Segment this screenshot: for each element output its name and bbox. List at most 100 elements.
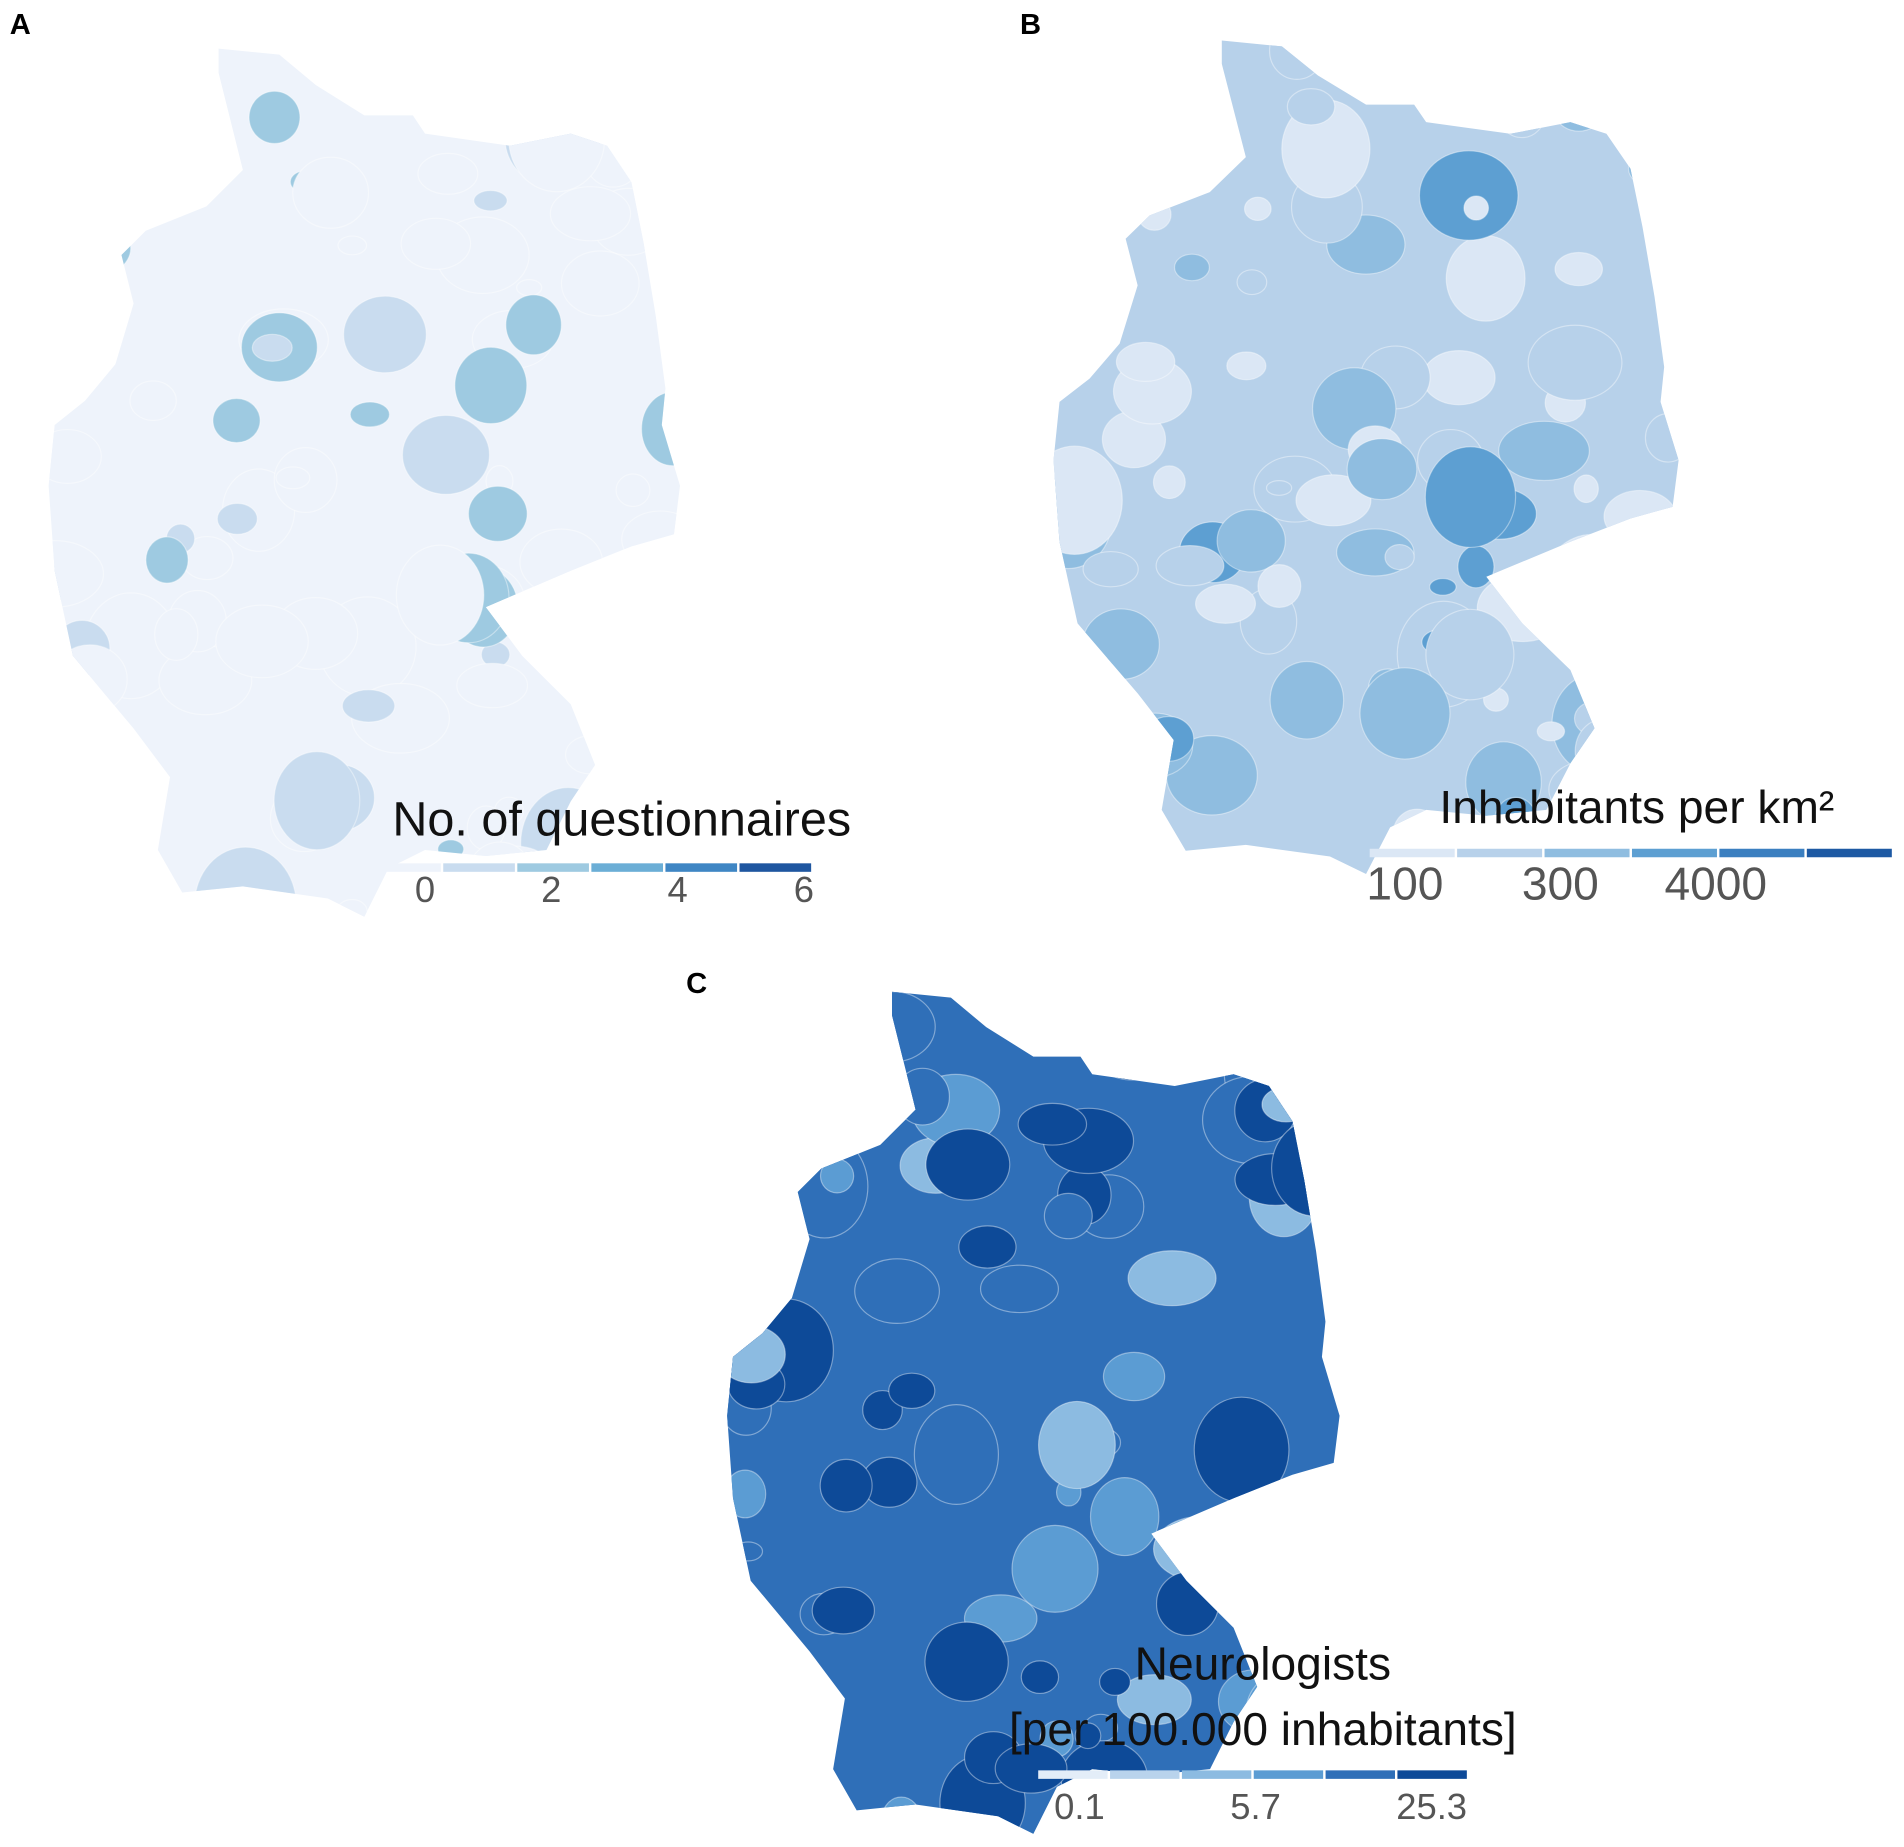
district bbox=[560, 250, 640, 317]
district bbox=[56, 156, 88, 178]
district bbox=[1226, 351, 1267, 381]
district bbox=[292, 156, 370, 229]
district bbox=[881, 1796, 922, 1834]
district bbox=[48, 893, 77, 917]
district bbox=[1082, 550, 1139, 588]
district bbox=[621, 510, 681, 569]
district bbox=[1020, 1660, 1060, 1695]
district bbox=[612, 48, 648, 61]
legend-title: No. of questionnaires bbox=[392, 792, 851, 846]
district bbox=[1109, 117, 1167, 160]
district bbox=[1603, 489, 1677, 544]
district bbox=[516, 278, 543, 297]
district bbox=[248, 90, 301, 145]
district bbox=[1220, 1542, 1301, 1623]
district bbox=[1074, 1722, 1102, 1750]
district bbox=[1152, 1515, 1250, 1582]
district bbox=[48, 48, 81, 76]
district bbox=[1193, 1396, 1290, 1504]
district bbox=[1554, 251, 1604, 287]
district bbox=[1295, 474, 1372, 527]
district bbox=[129, 380, 177, 422]
district bbox=[733, 1541, 764, 1562]
district bbox=[1145, 991, 1196, 1016]
legend-swatch bbox=[665, 863, 738, 872]
district bbox=[349, 401, 391, 428]
district bbox=[1182, 991, 1263, 1021]
legend-swatch bbox=[369, 863, 441, 872]
district bbox=[48, 217, 132, 280]
district bbox=[1551, 673, 1640, 775]
district bbox=[1143, 715, 1195, 762]
district bbox=[1243, 1490, 1322, 1554]
district bbox=[1089, 1477, 1160, 1557]
district bbox=[215, 604, 309, 679]
district bbox=[1573, 700, 1616, 737]
district bbox=[1320, 1810, 1340, 1834]
district bbox=[337, 235, 368, 256]
district bbox=[1264, 1546, 1340, 1629]
district bbox=[401, 414, 491, 495]
district bbox=[395, 544, 485, 646]
district bbox=[1346, 438, 1418, 501]
district bbox=[1384, 543, 1415, 571]
legend-swatch bbox=[1181, 1770, 1252, 1779]
district bbox=[613, 729, 649, 770]
district bbox=[1137, 198, 1172, 231]
district bbox=[895, 1067, 950, 1126]
district bbox=[1429, 577, 1457, 596]
district bbox=[819, 1158, 855, 1194]
legend-swatch bbox=[739, 863, 812, 872]
district bbox=[48, 166, 112, 231]
district bbox=[1259, 1598, 1285, 1615]
district bbox=[1265, 480, 1293, 496]
legend-swatch bbox=[1369, 848, 1455, 858]
district bbox=[640, 391, 681, 467]
legend-swatch bbox=[1397, 1770, 1467, 1779]
district bbox=[251, 333, 293, 362]
district bbox=[1203, 991, 1291, 1061]
district bbox=[132, 94, 180, 139]
district bbox=[48, 669, 101, 752]
district bbox=[727, 1756, 773, 1834]
district bbox=[819, 1458, 873, 1513]
district bbox=[519, 528, 604, 596]
legend-title: [per 100.000 inhabitants] bbox=[1009, 1703, 1517, 1755]
district bbox=[615, 473, 651, 508]
district bbox=[994, 1743, 1068, 1794]
district bbox=[1055, 93, 1089, 124]
district bbox=[1257, 564, 1302, 608]
district bbox=[336, 898, 368, 917]
district bbox=[1572, 554, 1628, 600]
district bbox=[1424, 446, 1517, 548]
district bbox=[925, 1128, 1011, 1201]
district bbox=[1011, 1524, 1099, 1613]
district bbox=[1053, 445, 1123, 556]
district bbox=[273, 750, 361, 851]
legend-swatch bbox=[1253, 1770, 1324, 1779]
legend-swatch bbox=[517, 863, 589, 872]
district bbox=[1116, 1802, 1157, 1833]
district bbox=[564, 735, 616, 775]
district bbox=[1017, 1102, 1088, 1146]
district bbox=[454, 346, 528, 425]
map bbox=[1053, 40, 1679, 875]
district bbox=[727, 1196, 790, 1240]
district bbox=[776, 1667, 813, 1699]
district bbox=[1102, 1351, 1166, 1402]
legend-tick-label: 300 bbox=[1522, 858, 1599, 910]
district bbox=[194, 846, 297, 917]
district bbox=[1418, 150, 1519, 241]
district bbox=[1155, 1571, 1220, 1637]
legend-swatch bbox=[1544, 848, 1630, 858]
district bbox=[1117, 157, 1147, 182]
panel-label: C bbox=[686, 968, 707, 1000]
district bbox=[48, 539, 105, 608]
district bbox=[549, 186, 632, 242]
district bbox=[1644, 413, 1679, 463]
district bbox=[979, 1264, 1059, 1314]
district bbox=[1498, 89, 1546, 139]
district bbox=[811, 1586, 875, 1635]
district bbox=[1574, 718, 1632, 784]
